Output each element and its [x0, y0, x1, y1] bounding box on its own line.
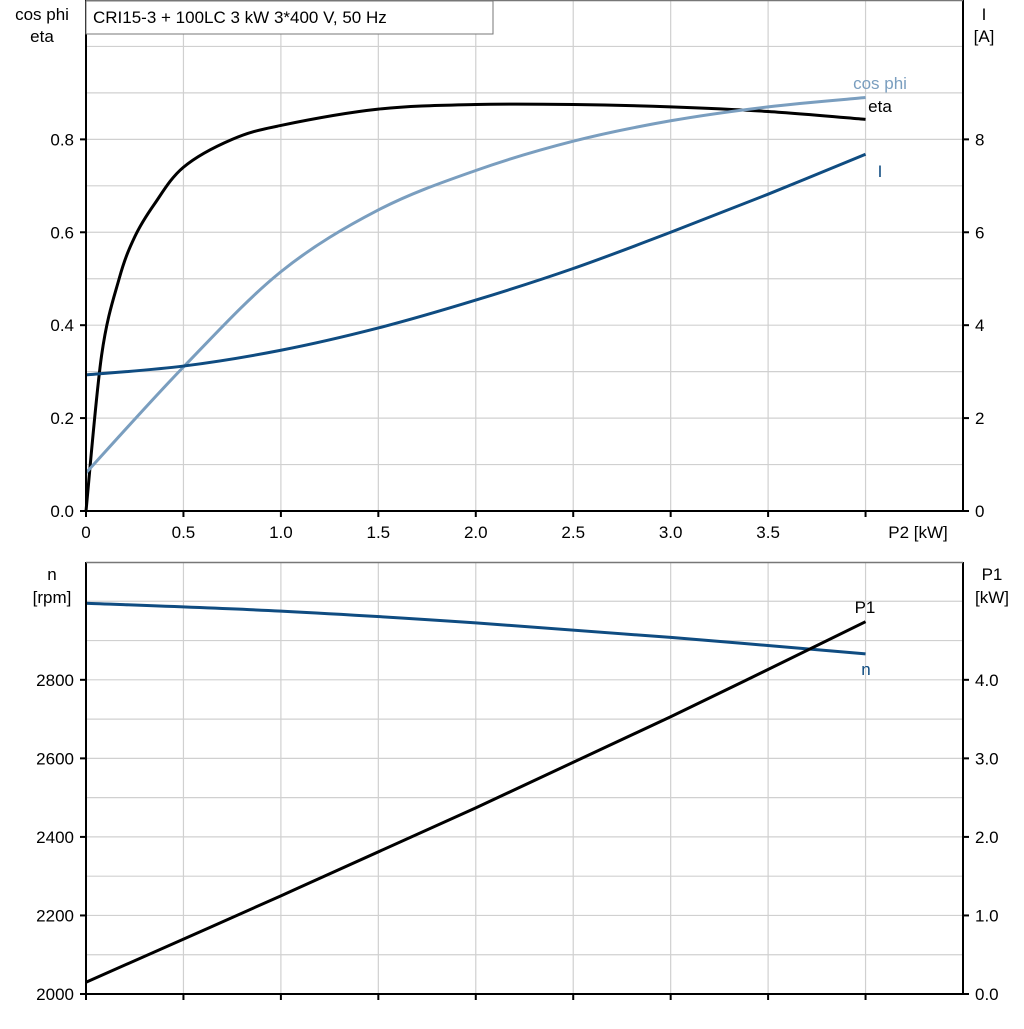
x-tick-label: 0	[81, 523, 90, 542]
x-tick-label: 2.0	[464, 523, 488, 542]
x-tick-label: 1.5	[367, 523, 391, 542]
bottom-left-ylabel-2: [rpm]	[33, 588, 72, 607]
series-label-eta: eta	[868, 97, 892, 116]
title-box	[85, 0, 494, 35]
bottom-right-ylabel-2: [kW]	[975, 588, 1009, 607]
left-tick-label: 2000	[36, 985, 74, 1004]
left-tick-label: 2200	[36, 906, 74, 925]
right-tick-label: 4	[975, 316, 984, 335]
top-left-ylabel-1: cos phi	[15, 5, 69, 24]
right-tick-label: 1.0	[975, 906, 999, 925]
left-tick-label: 2400	[36, 828, 74, 847]
series-line-i	[85, 152, 867, 377]
x-tick-label: 0.5	[172, 523, 196, 542]
left-tick-label: 0.2	[50, 409, 74, 428]
series-label-p1: P1	[855, 598, 876, 617]
bottom-right-ylabel-1: P1	[982, 565, 1003, 584]
right-tick-label: 2.0	[975, 828, 999, 847]
top-grid	[86, 0, 963, 511]
right-tick-label: 6	[975, 223, 984, 242]
x-tick-label: 3.0	[659, 523, 683, 542]
right-tick-label: 2	[975, 409, 984, 428]
left-tick-label: 0.6	[50, 223, 74, 242]
series-line-cos-phi	[84, 96, 866, 474]
series-label-n: n	[861, 660, 870, 679]
x-tick-label: 1.0	[269, 523, 293, 542]
right-tick-label: 0.0	[975, 985, 999, 1004]
left-tick-label: 0.8	[50, 130, 74, 149]
left-tick-label: 2800	[36, 671, 74, 690]
left-tick-label: 2600	[36, 749, 74, 768]
right-tick-label: 8	[975, 130, 984, 149]
x-tick-label: 3.5	[756, 523, 780, 542]
chart-title: CRI15-3 + 100LC 3 kW 3*400 V, 50 Hz	[93, 8, 387, 27]
x-tick-label: 2.5	[561, 523, 585, 542]
right-tick-label: 4.0	[975, 671, 999, 690]
top-left-ylabel-2: eta	[30, 27, 54, 46]
series-line-n	[85, 601, 866, 656]
left-tick-label: 0.4	[50, 316, 74, 335]
bottom-left-ylabel-1: n	[47, 565, 56, 584]
right-tick-label: 0	[975, 502, 984, 521]
series-line-eta	[84, 102, 866, 512]
top-right-ylabel-2: [A]	[974, 27, 995, 46]
top-right-ylabel-1: I	[982, 5, 987, 24]
series-label-cos-phi: cos phi	[853, 74, 907, 93]
x-axis-label: P2 [kW]	[888, 523, 948, 542]
series-layer	[84, 96, 867, 984]
axes-layer: 0.0 0.2 0.4 0.6 0.8 0 2 4 6 8 0 0.5 1.0 1.5 2.0 2.5 3.0 3…	[36, 0, 999, 1004]
series-label-i: I	[878, 162, 883, 181]
bottom-grid	[86, 562, 963, 994]
right-tick-label: 3.0	[975, 749, 999, 768]
series-line-p1	[85, 620, 867, 984]
left-tick-label: 0.0	[50, 502, 74, 521]
